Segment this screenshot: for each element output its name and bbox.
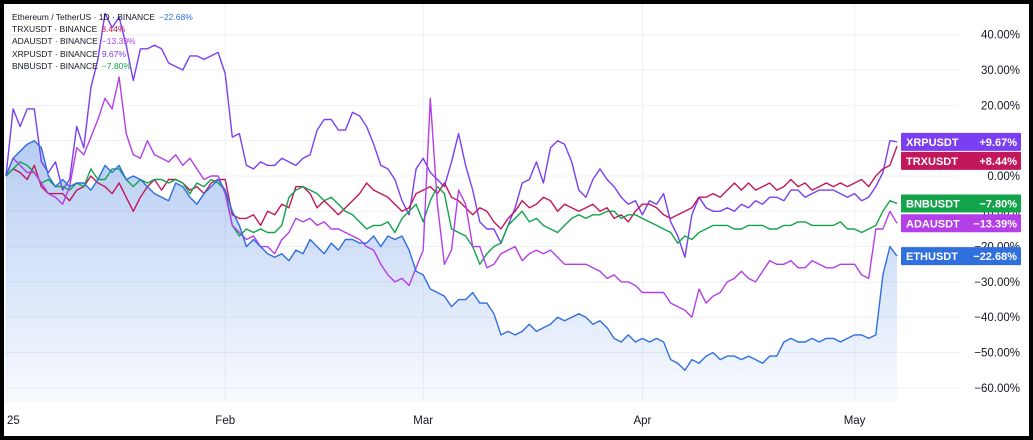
badge-adausdt: ADAUSDT −13.39%	[901, 214, 1021, 233]
badge-value-xrpusdt: +9.67%	[979, 137, 1017, 149]
y-tick-label: 40.00%	[981, 30, 1020, 42]
badge-symbol-bnbusdt: BNBUSDT	[906, 199, 960, 211]
legend-row-xrp[interactable]: XRPUSDT · BINANCE 9.67%	[12, 48, 193, 60]
badge-ethusdt: ETHUSDT −22.68%	[901, 247, 1021, 266]
badge-value-adausdt: −13.39%	[973, 218, 1017, 230]
legend-row-main[interactable]: Ethereum / TetherUS · 1D · BINANCE −22.68…	[12, 11, 193, 23]
legend-bnb-label: BNBUSDT · BINANCE	[12, 60, 98, 71]
x-tick-label: May	[844, 415, 866, 427]
legend-main-value: −22.68%	[158, 12, 193, 22]
x-axis: 25 Feb Mar Apr May	[7, 415, 866, 427]
badge-bg-trxusdt	[901, 151, 1021, 170]
legend-ada-label: ADAUSDT · BINANCE	[12, 36, 98, 47]
series-line-adausdt[interactable]	[5, 76, 898, 318]
badge-xrpusdt: XRPUSDT +9.67%	[901, 132, 1021, 151]
badge-symbol-ethusdt: ETHUSDT	[906, 251, 958, 263]
legend-xrp-label: XRPUSDT · BINANCE	[12, 48, 98, 59]
comparison-chart[interactable]: 40.00%30.00%20.00%10.00%0.00%−10.00%−20.…	[4, 4, 1029, 436]
y-tick-label: −30.00%	[974, 277, 1020, 289]
y-tick-label: 0.00%	[987, 171, 1020, 183]
badge-value-ethusdt: −22.68%	[973, 251, 1017, 263]
legend-row-bnb[interactable]: BNBUSDT · BINANCE −7.80%	[12, 60, 193, 72]
legend-row-ada[interactable]: ADAUSDT · BINANCE −13.39%	[12, 35, 193, 47]
y-tick-label: 30.00%	[981, 65, 1020, 77]
legend-main-label: Ethereum / TetherUS · 1D · BINANCE	[12, 12, 155, 22]
x-tick-label: 25	[7, 415, 20, 427]
legend: Ethereum / TetherUS · 1D · BINANCE −22.68…	[12, 11, 193, 72]
badge-bg-bnbusdt	[901, 194, 1021, 213]
badge-symbol-xrpusdt: XRPUSDT	[906, 137, 959, 149]
legend-trx-value: 8.44%	[101, 24, 126, 35]
y-tick-label: −60.00%	[974, 383, 1020, 395]
legend-trx-label: TRXUSDT · BINANCE	[12, 24, 98, 35]
series-line-xrpusdt[interactable]	[5, 12, 898, 258]
legend-row-trx[interactable]: TRXUSDT · BINANCE 8.44%	[12, 23, 193, 35]
badge-value-trxusdt: +8.44%	[979, 156, 1017, 168]
series-line-ethusdt[interactable]	[5, 140, 898, 371]
badge-symbol-adausdt: ADAUSDT	[906, 218, 960, 230]
badge-bg-adausdt	[901, 214, 1021, 233]
series-line-bnbusdt[interactable]	[5, 161, 898, 265]
price-badges: XRPUSDT +9.67% TRXUSDT +8.44% BNBUSDT −7.80% A…	[901, 132, 1021, 266]
x-tick-label: Apr	[633, 415, 651, 427]
legend-xrp-value: 9.67%	[101, 48, 126, 59]
x-tick-label: Mar	[413, 415, 433, 427]
badge-value-bnbusdt: −7.80%	[979, 199, 1017, 211]
y-tick-label: 20.00%	[981, 100, 1020, 112]
badge-bnbusdt: BNBUSDT −7.80%	[901, 194, 1021, 213]
series-lines-layer	[5, 12, 898, 371]
badge-trxusdt: TRXUSDT +8.44%	[901, 151, 1021, 170]
badge-symbol-trxusdt: TRXUSDT	[906, 156, 958, 168]
badge-bg-ethusdt	[901, 247, 1021, 266]
y-tick-label: −40.00%	[974, 312, 1020, 324]
legend-ada-value: −13.39%	[101, 36, 136, 47]
x-tick-label: Feb	[215, 415, 235, 427]
chart-frame: 40.00%30.00%20.00%10.00%0.00%−10.00%−20.…	[4, 4, 1029, 436]
legend-bnb-value: −7.80%	[101, 60, 131, 71]
badge-bg-xrpusdt	[901, 132, 1021, 151]
y-tick-label: −50.00%	[974, 348, 1020, 360]
